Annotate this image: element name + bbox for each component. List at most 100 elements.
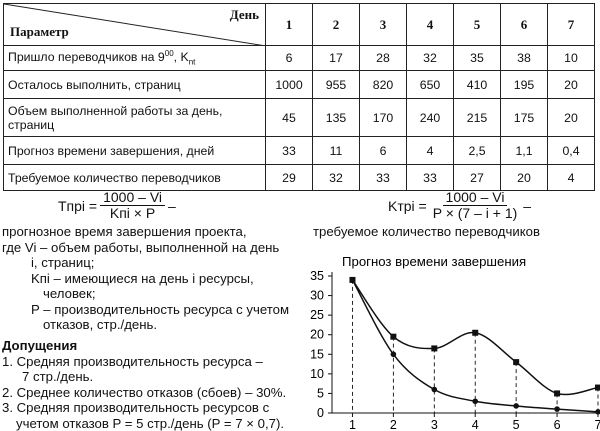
- assumption-item: 3. Средняя производительность ресурсов с: [2, 400, 270, 415]
- formula-dash: –: [168, 197, 176, 214]
- square-point: [472, 329, 479, 336]
- square-point: [554, 390, 561, 397]
- assumption-item: 2. Среднее количество отказов (сбоев) – …: [2, 384, 287, 400]
- formula-numerator: 1000 – Vi: [442, 190, 508, 206]
- table-cell: 175: [500, 98, 548, 137]
- corner-param-label: Параметр: [10, 24, 69, 39]
- assumption-item: 1. Средняя производительность ресурса –: [2, 353, 263, 369]
- day-header: 2: [312, 3, 360, 46]
- day-header: 4: [406, 3, 454, 46]
- square-point: [595, 384, 600, 391]
- table-cell: 650: [406, 70, 454, 99]
- definition-line: человек;: [43, 286, 96, 301]
- table-cell: 20: [547, 98, 595, 137]
- x-tick-label: 7: [595, 418, 600, 431]
- table-cell: 20: [547, 70, 595, 99]
- table-cell: 29: [265, 164, 313, 191]
- y-tick-label: 35: [310, 269, 324, 283]
- table-cell: 1,1: [500, 136, 548, 165]
- formula-lhs: Tпрi =: [58, 197, 98, 214]
- table-cell: 820: [359, 70, 407, 99]
- table-cell: 11: [312, 136, 360, 165]
- x-tick-label: 6: [554, 418, 561, 431]
- table-cell: 0,4: [547, 136, 595, 165]
- y-tick-label: 25: [310, 308, 324, 322]
- formula-denominator: P × (7 – i + 1): [432, 205, 518, 221]
- table-cell: 4: [547, 164, 595, 191]
- table-cell: 27: [453, 164, 501, 191]
- row-label: Объем выполненной работы за день, страни…: [3, 98, 266, 137]
- dot-point: [554, 406, 560, 412]
- table-cell: 33: [406, 164, 454, 191]
- definition-line: Kпi – имеющиеся на день i ресурсы,: [31, 270, 254, 286]
- day-header: 7: [547, 3, 595, 46]
- y-tick-label: 0: [317, 406, 324, 420]
- formula-completion-time: Tпрi = 1000 – Vi Kпi × P –: [58, 190, 176, 221]
- definition-line: где Vi – объем работы, выполненной на де…: [2, 239, 280, 255]
- table-cell: 135: [312, 98, 360, 137]
- table-row: Пришло переводчиков на 900, Knt 6 17 28 …: [3, 45, 595, 71]
- table-cell: 6: [359, 136, 407, 165]
- table-cell: 10: [547, 45, 595, 71]
- x-tick-label: 5: [513, 418, 520, 431]
- y-tick-label: 20: [310, 328, 324, 342]
- table-cell: 32: [312, 164, 360, 191]
- y-tick-label: 5: [317, 386, 324, 400]
- x-tick-label: 1: [349, 418, 356, 431]
- definition-line: i, страниц;: [31, 255, 95, 270]
- table-header-row: День Параметр 1 2 3 4 5 6 7: [3, 3, 595, 46]
- square-point: [513, 359, 520, 366]
- assumptions-block: Допущения 1. Средняя производительность …: [2, 338, 286, 431]
- corner-day-label: День: [229, 7, 259, 22]
- table-cell: 240: [406, 98, 454, 137]
- table-cell: 28: [359, 45, 407, 71]
- formula-fraction: 1000 – Vi P × (7 – i + 1): [430, 190, 521, 221]
- row-label: Требуемое количество переводчиков: [3, 164, 266, 191]
- day-header: 6: [500, 3, 548, 46]
- x-tick-label: 2: [390, 418, 397, 431]
- dot-point: [390, 351, 397, 358]
- assumption-item: 7 стр./день.: [22, 369, 94, 384]
- right-caption: требуемое количество переводчиков: [313, 224, 540, 239]
- formula-required-staff: Kтрi = 1000 – Vi P × (7 – i + 1) –: [388, 190, 531, 221]
- table-cell: 38: [500, 45, 548, 71]
- assumptions-title: Допущения: [2, 338, 78, 353]
- table-cell: 410: [453, 70, 501, 99]
- definition-line: прогнозное время завершения проекта,: [2, 224, 247, 239]
- dot-point: [472, 398, 479, 405]
- formula-lhs: Kтрi =: [388, 197, 427, 214]
- definition-line: отказов, стр./день.: [43, 317, 158, 332]
- formula-numerator: 1000 – Vi: [100, 190, 166, 206]
- corner-diagonal: [4, 4, 260, 45]
- row-label: Прогноз времени завершения, дней: [3, 136, 266, 165]
- row-label: Осталось выполнить, страниц: [3, 70, 266, 99]
- y-tick-label: 30: [310, 289, 324, 303]
- chart-axes: 0 5 10 15 20 25 30 35 1 2 3 4 5 6 7: [310, 269, 600, 431]
- table-cell: 955: [312, 70, 360, 99]
- table-cell: 45: [265, 98, 313, 137]
- table-cell: 33: [359, 164, 407, 191]
- table-cell: 17: [312, 45, 360, 71]
- formula-fraction: 1000 – Vi Kпi × P: [100, 190, 166, 221]
- table-cell: 215: [453, 98, 501, 137]
- y-tick-label: 10: [310, 367, 324, 381]
- table-row: Объем выполненной работы за день, страни…: [3, 98, 595, 137]
- assumption-item: учетом отказов P = 5 стр./день (P = 7 × …: [16, 415, 285, 431]
- day-header: 3: [359, 3, 407, 46]
- table-cell: 6: [265, 45, 313, 71]
- table-cell: 2,5: [453, 136, 501, 165]
- x-tick-label: 4: [472, 418, 479, 431]
- formula-dash: –: [523, 197, 532, 214]
- dot-point: [431, 386, 438, 393]
- table-cell: 32: [406, 45, 454, 71]
- dot-point: [513, 403, 519, 409]
- square-point: [390, 333, 397, 340]
- table-cell: 4: [406, 136, 454, 165]
- chart-title: Прогноз времени завершения: [342, 254, 526, 269]
- table-cell: 33: [265, 136, 313, 165]
- parameters-table: День Параметр 1 2 3 4 5 6 7 Пришло перев…: [3, 3, 595, 191]
- table-cell: 195: [500, 70, 548, 99]
- table-cell: 1000: [265, 70, 313, 99]
- table-row: Осталось выполнить, страниц 1000 955 820…: [3, 70, 595, 99]
- dot-point: [595, 409, 600, 415]
